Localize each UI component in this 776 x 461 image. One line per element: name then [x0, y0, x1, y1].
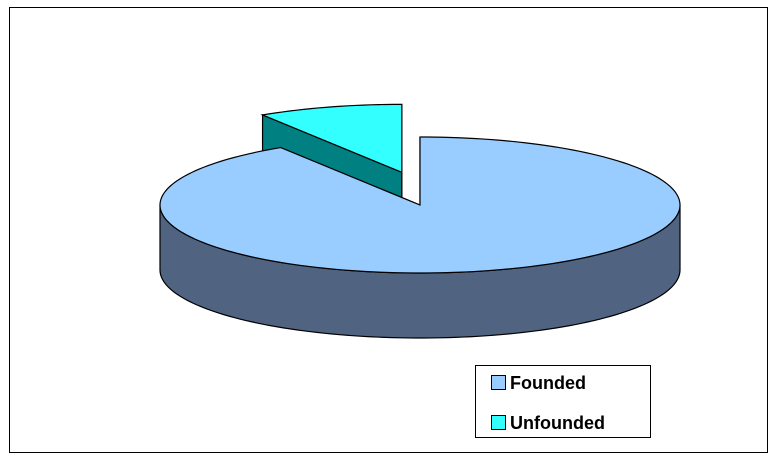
- slice: [159, 136, 681, 274]
- legend-swatch: [491, 415, 506, 430]
- legend-label: Unfounded: [510, 413, 605, 433]
- legend-label: Founded: [510, 373, 586, 393]
- pie: [159, 103, 681, 339]
- legend-swatch: [491, 375, 506, 390]
- slice: [260, 103, 403, 174]
- legend: Founded Unfounded: [491, 373, 605, 433]
